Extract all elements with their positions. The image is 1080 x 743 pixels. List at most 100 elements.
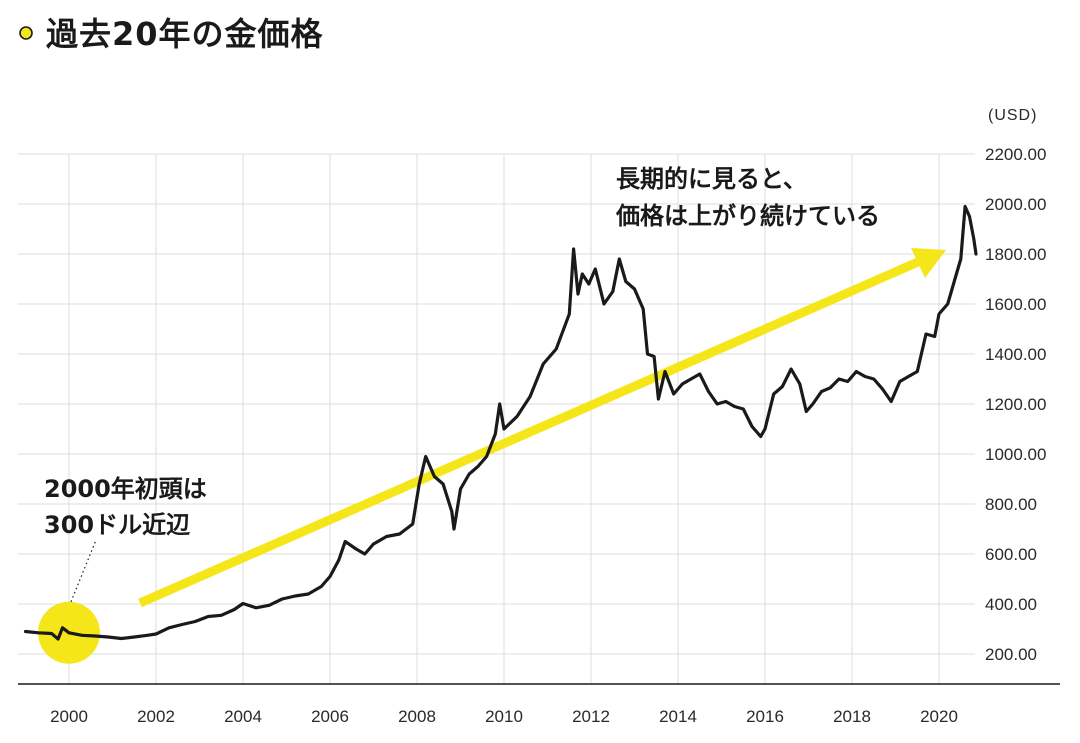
data-point <box>690 378 692 380</box>
data-point <box>829 387 832 389</box>
data-point <box>268 604 270 607</box>
data-point <box>751 425 753 428</box>
trend-arrow <box>138 248 946 608</box>
data-point <box>233 608 236 611</box>
x-tick-label: 2004 <box>224 707 262 726</box>
data-point <box>642 308 644 310</box>
data-point <box>955 273 958 275</box>
data-point <box>572 248 575 250</box>
data-point <box>194 620 196 623</box>
y-tick-label: 400.00 <box>985 595 1037 614</box>
data-point <box>542 363 544 365</box>
data-point <box>612 290 614 293</box>
data-point <box>329 575 331 578</box>
x-tick-label: 2002 <box>137 707 175 726</box>
data-point <box>529 395 531 398</box>
data-point <box>411 523 414 525</box>
data-point <box>772 393 775 395</box>
data-point <box>838 378 840 380</box>
data-point <box>960 258 962 260</box>
data-point <box>385 535 388 538</box>
data-point <box>577 293 579 295</box>
data-point <box>494 433 497 435</box>
data-point <box>320 585 323 588</box>
data-point <box>707 390 710 393</box>
annotation-trend-line-1: 長期的に見ると、 <box>616 165 807 193</box>
data-point <box>933 335 936 338</box>
data-point <box>355 548 357 550</box>
data-point <box>294 595 297 597</box>
y-tick-label: 200.00 <box>985 645 1037 664</box>
y-axis-ticks: 200.00 400.00 600.00 800.00 1000.00 1200.00 14… <box>985 145 1046 664</box>
annotation-start-line-1: 2000年初頭は <box>44 475 207 503</box>
data-point <box>451 510 453 513</box>
data-point <box>459 488 462 490</box>
data-point <box>805 410 808 413</box>
data-point <box>433 475 436 478</box>
data-point <box>133 636 136 638</box>
data-point <box>759 435 762 438</box>
data-point <box>68 632 70 634</box>
data-point <box>881 388 884 390</box>
data-point <box>344 540 347 543</box>
annotation-start-line-2: 300ドル近辺 <box>44 511 190 539</box>
data-point <box>94 635 96 637</box>
x-tick-label: 2010 <box>485 707 523 726</box>
data-point <box>946 303 949 305</box>
data-point <box>453 528 455 530</box>
data-point <box>57 638 59 640</box>
data-point <box>975 253 977 255</box>
data-point <box>681 383 684 385</box>
data-point <box>155 633 157 635</box>
data-point <box>618 258 621 260</box>
title-bullet-icon <box>19 26 33 40</box>
data-point <box>181 623 183 626</box>
x-tick-label: 2006 <box>311 707 349 726</box>
data-point <box>657 398 660 400</box>
data-point <box>790 368 792 370</box>
data-point <box>603 303 605 305</box>
series-points <box>24 205 977 640</box>
y-tick-label: 2000.00 <box>985 195 1046 214</box>
data-point <box>968 215 971 218</box>
data-point <box>372 543 375 545</box>
data-point <box>812 403 814 405</box>
data-point <box>398 533 401 535</box>
data-point <box>742 408 745 410</box>
data-point <box>168 627 170 629</box>
chart-title: 過去20年の金価格 <box>46 15 324 53</box>
y-tick-label: 1800.00 <box>985 245 1046 264</box>
data-point <box>503 428 505 430</box>
data-point <box>625 280 627 283</box>
x-axis-ticks: 2000 2002 2004 2006 2008 2010 2012 2014 2016 2018… <box>50 707 958 726</box>
data-point <box>220 614 223 617</box>
data-point <box>255 607 257 609</box>
data-point <box>50 632 53 635</box>
y-unit-label: (USD) <box>988 107 1037 124</box>
trend-arrow-head-icon <box>911 248 946 278</box>
data-point <box>207 615 209 618</box>
x-tick-label: 2012 <box>572 707 610 726</box>
annotation-trend-line-2: 価格は上がり続けている <box>615 202 880 230</box>
data-point <box>899 380 901 383</box>
data-point <box>890 400 892 403</box>
x-tick-label: 2014 <box>659 707 697 726</box>
data-point <box>846 380 849 383</box>
data-point <box>938 313 940 315</box>
data-point <box>664 370 666 373</box>
x-tick-label: 2018 <box>833 707 871 726</box>
y-tick-label: 800.00 <box>985 495 1037 514</box>
data-point <box>24 630 27 633</box>
data-point <box>581 273 584 275</box>
data-point <box>672 393 675 395</box>
data-point <box>873 378 875 380</box>
data-point <box>653 355 655 358</box>
data-point <box>633 288 636 290</box>
data-point <box>725 400 727 403</box>
annotation-leader-line <box>70 539 97 602</box>
data-point <box>307 593 310 595</box>
x-tick-label: 2020 <box>920 707 958 726</box>
data-point <box>588 283 590 285</box>
data-point <box>907 375 910 378</box>
